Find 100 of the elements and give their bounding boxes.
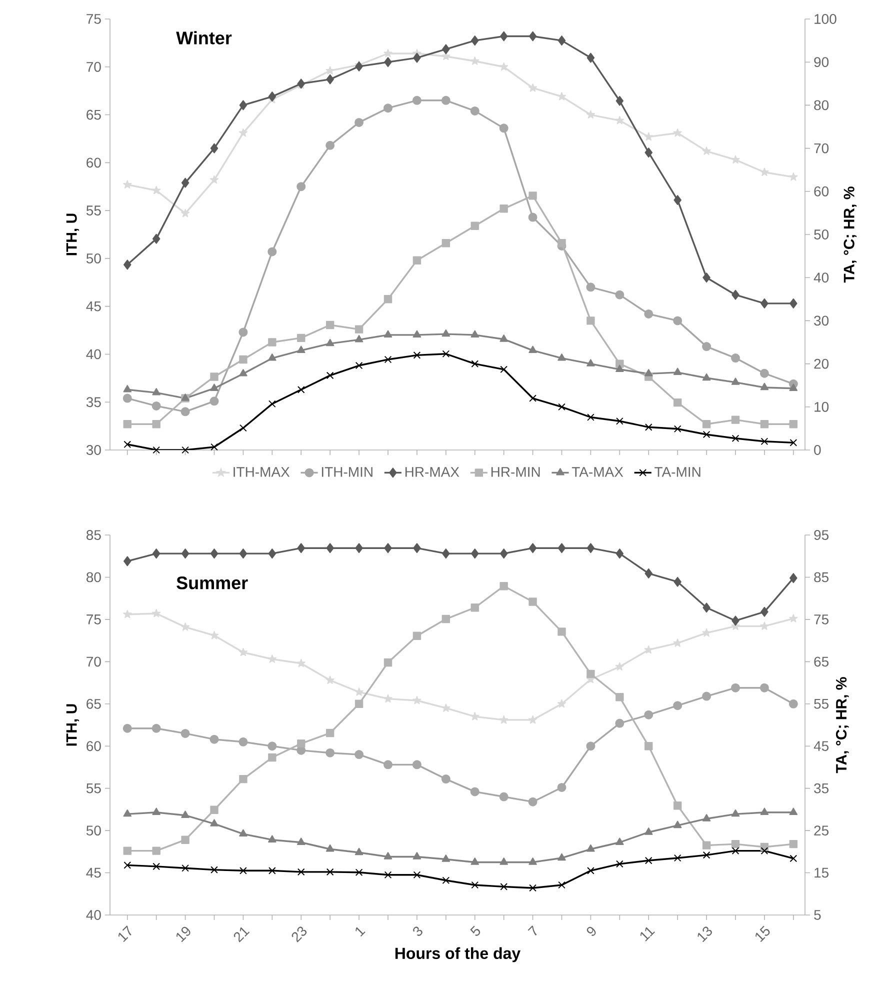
- y2-tick-label: 5: [814, 910, 821, 920]
- point: [616, 693, 624, 702]
- point: [442, 350, 450, 358]
- legend-label: ITH-MIN: [322, 467, 372, 477]
- point: [644, 645, 653, 654]
- point: [470, 858, 480, 865]
- point: [238, 737, 248, 746]
- point: [180, 208, 190, 218]
- point: [355, 868, 363, 876]
- point: [500, 715, 508, 724]
- point: [412, 330, 422, 338]
- point: [384, 543, 392, 554]
- point: [268, 742, 277, 751]
- point: [238, 328, 248, 337]
- point: [789, 808, 798, 815]
- point: [702, 342, 712, 352]
- point: [731, 809, 740, 817]
- y-tick-label: 70: [86, 62, 101, 72]
- y-tick-label: 30: [86, 445, 101, 455]
- point: [384, 295, 392, 304]
- point: [181, 178, 190, 188]
- point: [384, 57, 392, 68]
- y2-tick-label: 90: [814, 57, 829, 68]
- point: [384, 48, 392, 58]
- point: [732, 847, 740, 854]
- point: [182, 864, 189, 872]
- point: [181, 810, 190, 818]
- point: [500, 858, 508, 865]
- y2-tick-label: 100: [814, 14, 836, 24]
- point: [152, 548, 160, 559]
- point: [210, 806, 218, 814]
- point: [528, 598, 537, 606]
- point: [152, 186, 161, 194]
- point: [528, 83, 538, 92]
- point: [644, 710, 654, 720]
- point: [557, 699, 566, 708]
- y2-tick-label: 70: [814, 143, 829, 154]
- point: [760, 606, 768, 617]
- point: [673, 820, 682, 828]
- point: [673, 398, 682, 407]
- y-tick-label: 65: [86, 698, 101, 709]
- y2-tick-label: 25: [814, 826, 829, 836]
- point: [122, 394, 132, 403]
- point: [412, 632, 422, 640]
- point: [238, 648, 248, 656]
- y-tick-label: 75: [86, 614, 101, 624]
- point: [210, 384, 218, 391]
- point: [296, 346, 306, 354]
- point: [528, 543, 537, 554]
- point: [152, 446, 160, 454]
- point: [558, 403, 566, 411]
- point: [499, 792, 508, 802]
- point: [471, 360, 479, 368]
- point: [354, 750, 364, 760]
- point: [702, 602, 710, 613]
- y-tick-label: 40: [86, 349, 101, 360]
- point: [384, 104, 392, 113]
- x-tick-label: 21: [234, 927, 250, 942]
- point: [528, 212, 538, 222]
- point: [616, 364, 624, 372]
- point: [354, 700, 364, 708]
- point: [123, 610, 132, 618]
- y-tick-label: 35: [86, 397, 101, 408]
- point: [326, 74, 334, 84]
- point: [384, 330, 392, 338]
- point: [586, 844, 595, 852]
- point: [442, 329, 450, 337]
- point: [644, 423, 652, 431]
- y2-axis-title: TA, °C; HR, %: [844, 186, 857, 283]
- point: [644, 132, 653, 141]
- point: [616, 548, 624, 559]
- x-tick-label: 3: [413, 926, 422, 936]
- point: [210, 175, 219, 184]
- point: [586, 670, 595, 678]
- x-tick-label: 17: [118, 925, 132, 942]
- point: [152, 862, 160, 870]
- point: [471, 36, 479, 46]
- point: [558, 36, 566, 46]
- point: [124, 440, 132, 448]
- y-axis-title: ITH, U: [66, 704, 80, 746]
- point: [268, 92, 276, 102]
- point: [152, 846, 160, 855]
- x-tick-label: 13: [698, 926, 712, 942]
- point: [587, 414, 594, 421]
- y-tick-label: 50: [86, 253, 101, 264]
- point: [616, 860, 624, 868]
- point: [615, 116, 624, 124]
- point: [268, 353, 276, 361]
- point: [731, 378, 740, 385]
- point: [702, 851, 710, 859]
- point: [731, 416, 740, 424]
- point: [760, 808, 769, 815]
- point: [731, 840, 740, 848]
- point: [296, 838, 306, 845]
- x-tick-label: 11: [640, 927, 655, 942]
- point: [210, 372, 218, 381]
- point: [238, 128, 248, 137]
- y-tick-label: 60: [86, 158, 101, 168]
- y-tick-label: 80: [86, 572, 101, 582]
- point: [558, 628, 566, 636]
